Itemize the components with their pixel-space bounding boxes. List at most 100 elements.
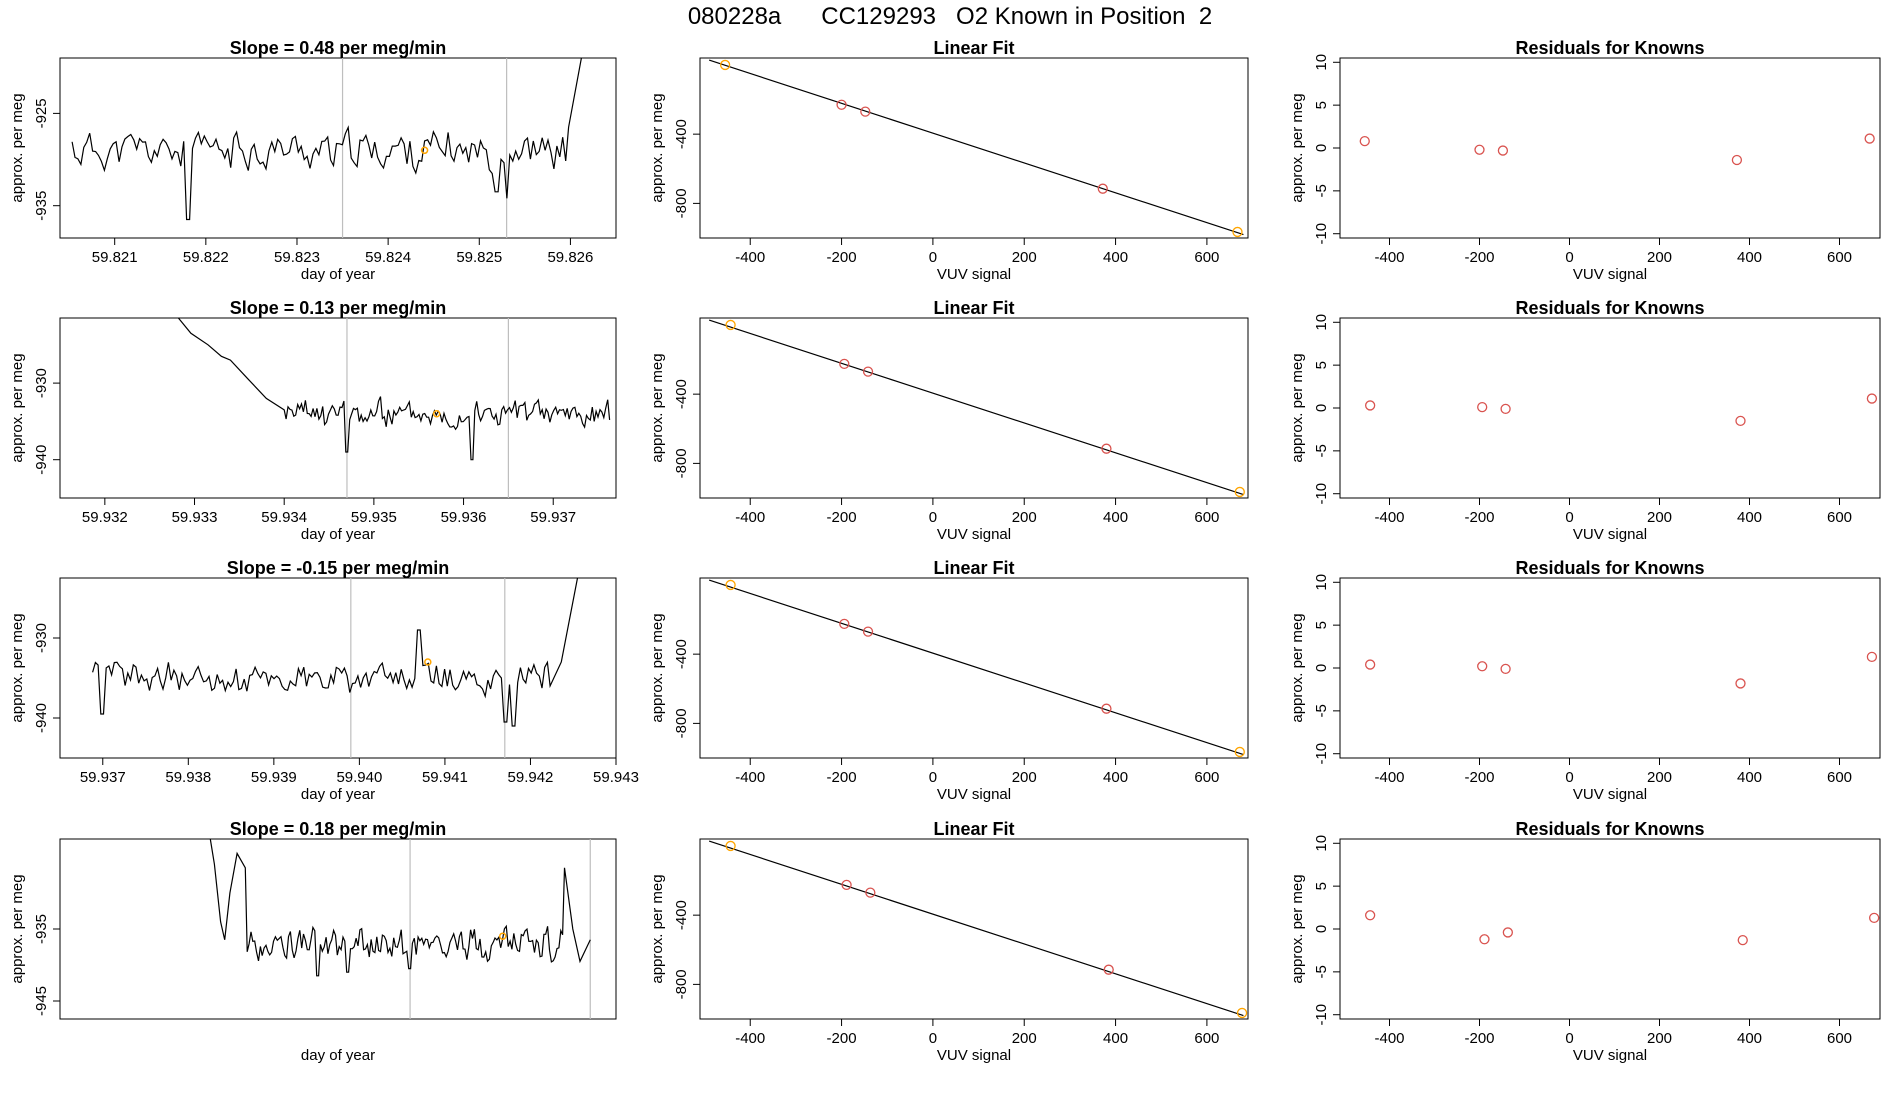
r4-c2-y-tick-label: -800 — [673, 969, 690, 999]
r3-c3-x-tick-label: -400 — [1374, 769, 1404, 786]
r4-c2-fit-line — [708, 840, 1244, 1017]
r1-c3-y-tick-label: 0 — [1313, 144, 1330, 152]
r3-c3-data-point — [1735, 678, 1746, 689]
r3-c2-data-point — [1234, 746, 1245, 758]
r1-c3-x-tick-label: 400 — [1737, 249, 1762, 266]
r1-c2-x-tick-label: -400 — [735, 249, 765, 266]
r3-c1-x-tick-label: 59.940 — [336, 769, 382, 786]
r1-c1-x-tick-label: 59.822 — [183, 249, 229, 266]
r3-c2-data-point — [862, 626, 874, 637]
r1-c3-y-axis-label: approx. per meg — [1289, 93, 1306, 202]
r2-c2-x-tick-label: -200 — [827, 509, 857, 526]
r3-c3-x-tick-label: 400 — [1737, 769, 1762, 786]
r1-c3-plot-frame — [1339, 57, 1881, 239]
r4-c2-x-tick-label: 400 — [1103, 1030, 1128, 1047]
r2-c1-plot-frame — [59, 317, 617, 499]
r4-c3-x-axis-label: VUV signal — [1573, 1047, 1647, 1064]
r1-c2-x-axis-label: VUV signal — [937, 266, 1011, 283]
r3-c2-x-tick-label: 0 — [929, 769, 937, 786]
r2-c1-data-trace — [177, 317, 611, 461]
r4-c2-y-axis-label: approx. per meg — [649, 874, 666, 983]
r3-c2-x-tick-label: 200 — [1012, 769, 1037, 786]
r4-c2-data-point — [725, 840, 736, 852]
r2-c2-plot-frame — [699, 317, 1249, 499]
r4-c1-data-trace — [209, 838, 591, 977]
r1-c1-x-tick-label: 59.825 — [456, 249, 502, 266]
r1-c3-x-axis-label: VUV signal — [1573, 266, 1647, 283]
r1-c3-chart-title: Residuals for Knowns — [1515, 38, 1704, 58]
r2-c3-y-tick-label: 10 — [1313, 314, 1330, 331]
r3-c1-plot-frame — [59, 577, 617, 759]
r2-c2-x-tick-label: 0 — [929, 509, 937, 526]
r1-c2-chart-title: Linear Fit — [933, 38, 1014, 58]
r2-c1-x-tick-label: 59.934 — [261, 509, 307, 526]
r4-c2-x-tick-label: 0 — [929, 1030, 937, 1047]
r1-c3-data-point — [1864, 133, 1875, 144]
r3-c3-x-tick-label: -200 — [1464, 769, 1494, 786]
r4-c2-plot-frame — [699, 838, 1249, 1020]
r1-c1-plot-frame — [59, 57, 617, 239]
r4-c3-y-tick-label: 5 — [1313, 882, 1330, 890]
r2-c3-data-point — [1365, 400, 1376, 411]
r4-c3-chart-title: Residuals for Knowns — [1515, 819, 1704, 839]
r3-c2-data-point — [839, 618, 850, 630]
r1-c1-x-tick-label: 59.826 — [547, 249, 593, 266]
r3-c1-x-tick-label: 59.937 — [80, 769, 126, 786]
r1-c2-x-tick-label: 200 — [1012, 249, 1037, 266]
r2-c3-data-point — [1735, 415, 1746, 427]
r2-c3-data-point — [1866, 393, 1878, 404]
r2-c1-x-axis-label: day of year — [301, 526, 375, 543]
r2-c2-x-tick-label: 200 — [1012, 509, 1037, 526]
r2-c1-y-tick-label: -940 — [33, 445, 50, 475]
r4-c1-x-axis-label: day of year — [301, 1047, 375, 1064]
r4-c3-data-point — [1737, 934, 1748, 946]
r3-c3-data-point — [1477, 661, 1488, 672]
r3-c3-y-tick-label: 10 — [1313, 574, 1330, 591]
r1-c2-y-tick-label: -800 — [673, 188, 690, 218]
r4-c2-data-point — [865, 887, 876, 898]
r2-c1-x-tick-label: 59.932 — [82, 509, 128, 526]
r1-c2-y-tick-label: -400 — [673, 119, 690, 149]
r1-c2-plot-frame — [699, 57, 1249, 239]
r3-c1-chart-title: Slope = -0.15 per meg/min — [227, 558, 450, 578]
r2-c3-x-tick-label: 600 — [1827, 509, 1852, 526]
r1-c3-y-tick-label: 10 — [1313, 54, 1330, 71]
r2-c1-y-axis-label: approx. per meg — [9, 353, 26, 462]
r3-c2-plot-frame — [699, 577, 1249, 759]
r4-c3-x-tick-label: -200 — [1464, 1030, 1494, 1047]
r4-c2-x-tick-label: -400 — [735, 1030, 765, 1047]
r3-c2-x-tick-label: -200 — [827, 769, 857, 786]
r1-c3-x-tick-label: -200 — [1464, 249, 1494, 266]
r3-c2-x-tick-label: 400 — [1103, 769, 1128, 786]
r4-c1-y-tick-label: -935 — [33, 914, 50, 944]
r3-c1-y-tick-label: -930 — [33, 623, 50, 653]
r2-c2-fit-line — [708, 319, 1244, 496]
r3-c3-data-point — [1866, 651, 1878, 663]
r4-c2-x-axis-label: VUV signal — [937, 1047, 1011, 1064]
r4-c1-y-tick-label: -945 — [33, 986, 50, 1016]
r2-c2-y-tick-label: -800 — [673, 448, 690, 478]
r2-c2-x-tick-label: 400 — [1103, 509, 1128, 526]
r3-c3-x-tick-label: 200 — [1647, 769, 1672, 786]
r3-c1-marker-point — [424, 658, 432, 666]
r2-c2-x-axis-label: VUV signal — [937, 526, 1011, 543]
r2-c3-x-tick-label: 400 — [1737, 509, 1762, 526]
r3-c3-plot-frame — [1339, 577, 1881, 759]
r4-c3-plot-frame — [1339, 838, 1881, 1020]
r1-c1-data-trace — [71, 57, 582, 221]
r2-c2-y-axis-label: approx. per meg — [649, 353, 666, 462]
r1-c2-data-point — [1232, 226, 1243, 238]
r4-c3-x-tick-label: 400 — [1737, 1030, 1762, 1047]
r2-c2-data-point — [839, 358, 850, 370]
r3-c2-data-point — [1101, 703, 1112, 714]
r4-c3-data-point — [1479, 934, 1490, 945]
r4-c3-y-tick-label: 10 — [1313, 835, 1330, 852]
r2-c1-chart-title: Slope = 0.13 per meg/min — [230, 298, 447, 318]
r1-c3-y-tick-label: -5 — [1313, 184, 1330, 197]
r3-c3-x-tick-label: 600 — [1827, 769, 1852, 786]
r1-c1-chart-title: Slope = 0.48 per meg/min — [230, 38, 447, 58]
r2-c3-y-tick-label: -5 — [1313, 444, 1330, 457]
r4-c3-y-tick-label: 0 — [1313, 925, 1330, 933]
r3-c3-y-tick-label: -5 — [1313, 704, 1330, 717]
